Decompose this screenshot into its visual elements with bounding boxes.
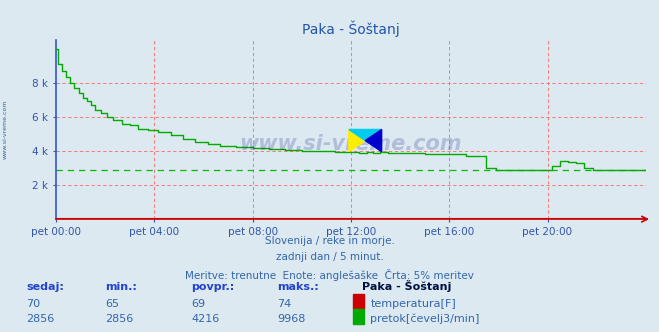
Title: Paka - Šoštanj: Paka - Šoštanj [302,21,400,37]
Text: 2856: 2856 [105,314,134,324]
Text: 70: 70 [26,299,40,309]
Text: temperatura[F]: temperatura[F] [370,299,456,309]
Text: maks.:: maks.: [277,283,318,292]
Text: sedaj:: sedaj: [26,283,64,292]
Polygon shape [349,129,365,152]
Text: 69: 69 [191,299,205,309]
Text: 74: 74 [277,299,291,309]
Text: zadnji dan / 5 minut.: zadnji dan / 5 minut. [275,252,384,262]
Polygon shape [365,129,382,152]
Text: 4216: 4216 [191,314,219,324]
Polygon shape [349,129,382,140]
Text: Paka - Šoštanj: Paka - Šoštanj [362,281,452,292]
Text: Slovenija / reke in morje.: Slovenija / reke in morje. [264,236,395,246]
Text: Meritve: trenutne  Enote: anglešaške  Črta: 5% meritev: Meritve: trenutne Enote: anglešaške Črta… [185,269,474,281]
Text: 9968: 9968 [277,314,305,324]
Text: www.si-vreme.com: www.si-vreme.com [3,100,8,159]
Text: 65: 65 [105,299,119,309]
Text: 2856: 2856 [26,314,55,324]
Text: povpr.:: povpr.: [191,283,235,292]
Text: min.:: min.: [105,283,137,292]
Text: www.si-vreme.com: www.si-vreme.com [240,134,462,154]
Text: pretok[čevelj3/min]: pretok[čevelj3/min] [370,313,480,324]
